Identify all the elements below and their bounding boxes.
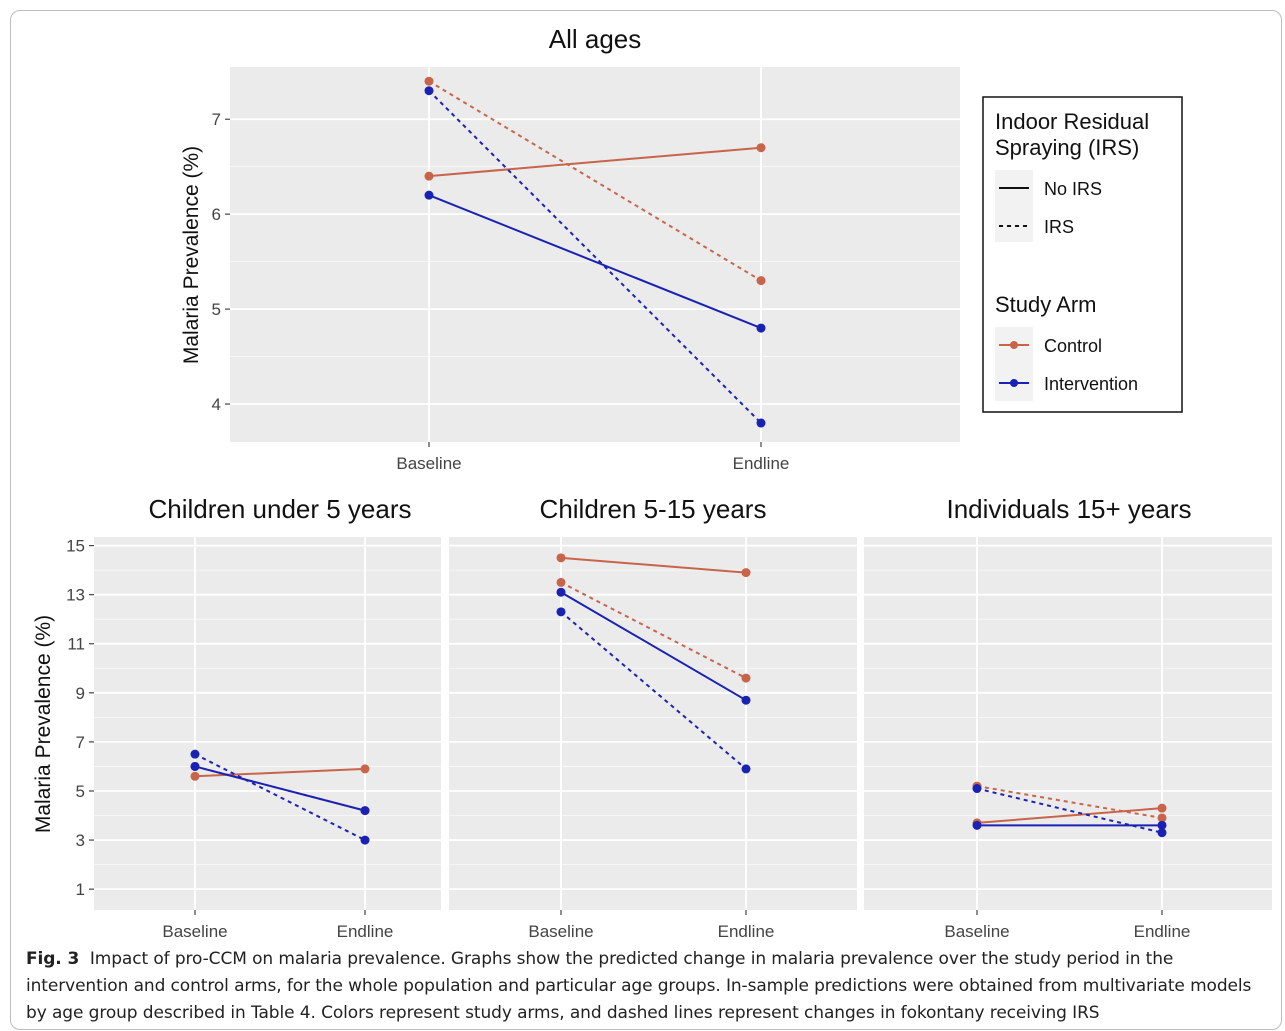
series-line — [560, 581, 747, 679]
y-axis-label-bottom: Malaria Prevalence (%) — [32, 615, 55, 833]
y-tick-label: 6 — [212, 205, 221, 224]
y-axis-label-top: Malaria Prevalence (%) — [180, 146, 203, 364]
series-line — [560, 611, 747, 770]
legend-no-irs-label: No IRS — [1044, 179, 1102, 199]
x-tick-label: Endline — [733, 454, 790, 473]
data-point — [424, 86, 434, 96]
legend-control-label: Control — [1044, 336, 1102, 356]
series-line — [194, 765, 366, 812]
data-point — [756, 323, 766, 333]
series-line — [560, 556, 747, 574]
series-line — [428, 80, 762, 282]
legend-key-bg — [995, 170, 1033, 242]
chart-title-5to15: Children 5-15 years — [540, 494, 767, 524]
y-tick-label: 7 — [212, 110, 221, 129]
data-point — [741, 695, 751, 705]
x-tick-label: Endline — [718, 922, 775, 941]
figure-frame — [10, 10, 1282, 1030]
data-point — [741, 673, 751, 683]
figure-caption: Fig. 3 Impact of pro-CCM on malaria prev… — [26, 946, 1271, 1027]
data-point — [741, 764, 751, 774]
series-line — [976, 807, 1163, 824]
data-point — [556, 607, 566, 617]
caption-text: Impact of pro-CCM on malaria prevalence.… — [26, 949, 1252, 1023]
data-point — [1157, 828, 1167, 838]
data-point — [556, 577, 566, 587]
legend-intervention-label: Intervention — [1044, 374, 1138, 394]
y-tick-label: 3 — [76, 831, 85, 850]
data-point — [556, 587, 566, 597]
series-line — [428, 146, 762, 178]
legend-irs-label: IRS — [1044, 217, 1074, 237]
data-point — [756, 418, 766, 428]
series-line — [560, 591, 747, 702]
data-point — [556, 553, 566, 563]
data-point — [424, 190, 434, 200]
data-point — [190, 771, 200, 781]
series-line — [194, 767, 366, 778]
data-point — [741, 568, 751, 578]
data-point — [1157, 820, 1167, 830]
x-tick-label: Baseline — [396, 454, 461, 473]
y-tick-label: 7 — [76, 733, 85, 752]
y-tick-label: 15 — [66, 537, 85, 556]
data-point — [972, 784, 982, 794]
legend-irs-title-line1: Indoor Residual — [995, 109, 1149, 134]
panel-background — [94, 537, 441, 910]
legend: Indoor Residual Spraying (IRS) No IRS IR… — [982, 96, 1183, 413]
legend-arm-key-bg — [995, 327, 1033, 401]
data-point — [190, 749, 200, 759]
chart-title-all-ages: All ages — [549, 24, 642, 54]
y-tick-label: 5 — [76, 782, 85, 801]
x-tick-label: Baseline — [162, 922, 227, 941]
legend-intervention-dot-icon — [1010, 379, 1018, 387]
data-point — [360, 806, 370, 816]
y-tick-label: 13 — [66, 586, 85, 605]
panel-background — [230, 67, 960, 442]
data-point — [190, 761, 200, 771]
x-tick-label: Baseline — [944, 922, 1009, 941]
y-tick-label: 11 — [67, 635, 85, 654]
data-point — [360, 764, 370, 774]
data-point — [360, 835, 370, 845]
data-point — [756, 276, 766, 286]
series-line — [428, 194, 762, 330]
x-tick-label: Endline — [337, 922, 394, 941]
data-point — [756, 143, 766, 153]
y-tick-label: 4 — [212, 395, 221, 414]
panel-background — [864, 537, 1272, 910]
panel-background — [449, 537, 857, 910]
y-tick-label: 1 — [76, 880, 85, 899]
legend-control-dot-icon — [1010, 341, 1018, 349]
data-point — [424, 76, 434, 86]
series-line — [428, 90, 762, 424]
legend-irs-title-line2: Spraying (IRS) — [995, 135, 1139, 160]
data-point — [1157, 813, 1167, 823]
data-point — [424, 171, 434, 181]
chart-title-under5: Children under 5 years — [148, 494, 411, 524]
data-point — [1157, 803, 1167, 813]
x-tick-label: Baseline — [528, 922, 593, 941]
x-tick-label: Endline — [1134, 922, 1191, 941]
legend-arm-title: Study Arm — [995, 292, 1096, 317]
data-point — [972, 820, 982, 830]
y-tick-label: 5 — [212, 300, 221, 319]
chart-title-15plus: Individuals 15+ years — [947, 494, 1192, 524]
y-tick-label: 9 — [76, 684, 85, 703]
caption-label: Fig. 3 — [26, 949, 80, 969]
